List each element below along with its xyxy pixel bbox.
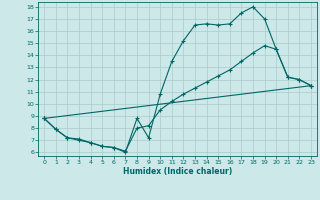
X-axis label: Humidex (Indice chaleur): Humidex (Indice chaleur) (123, 167, 232, 176)
